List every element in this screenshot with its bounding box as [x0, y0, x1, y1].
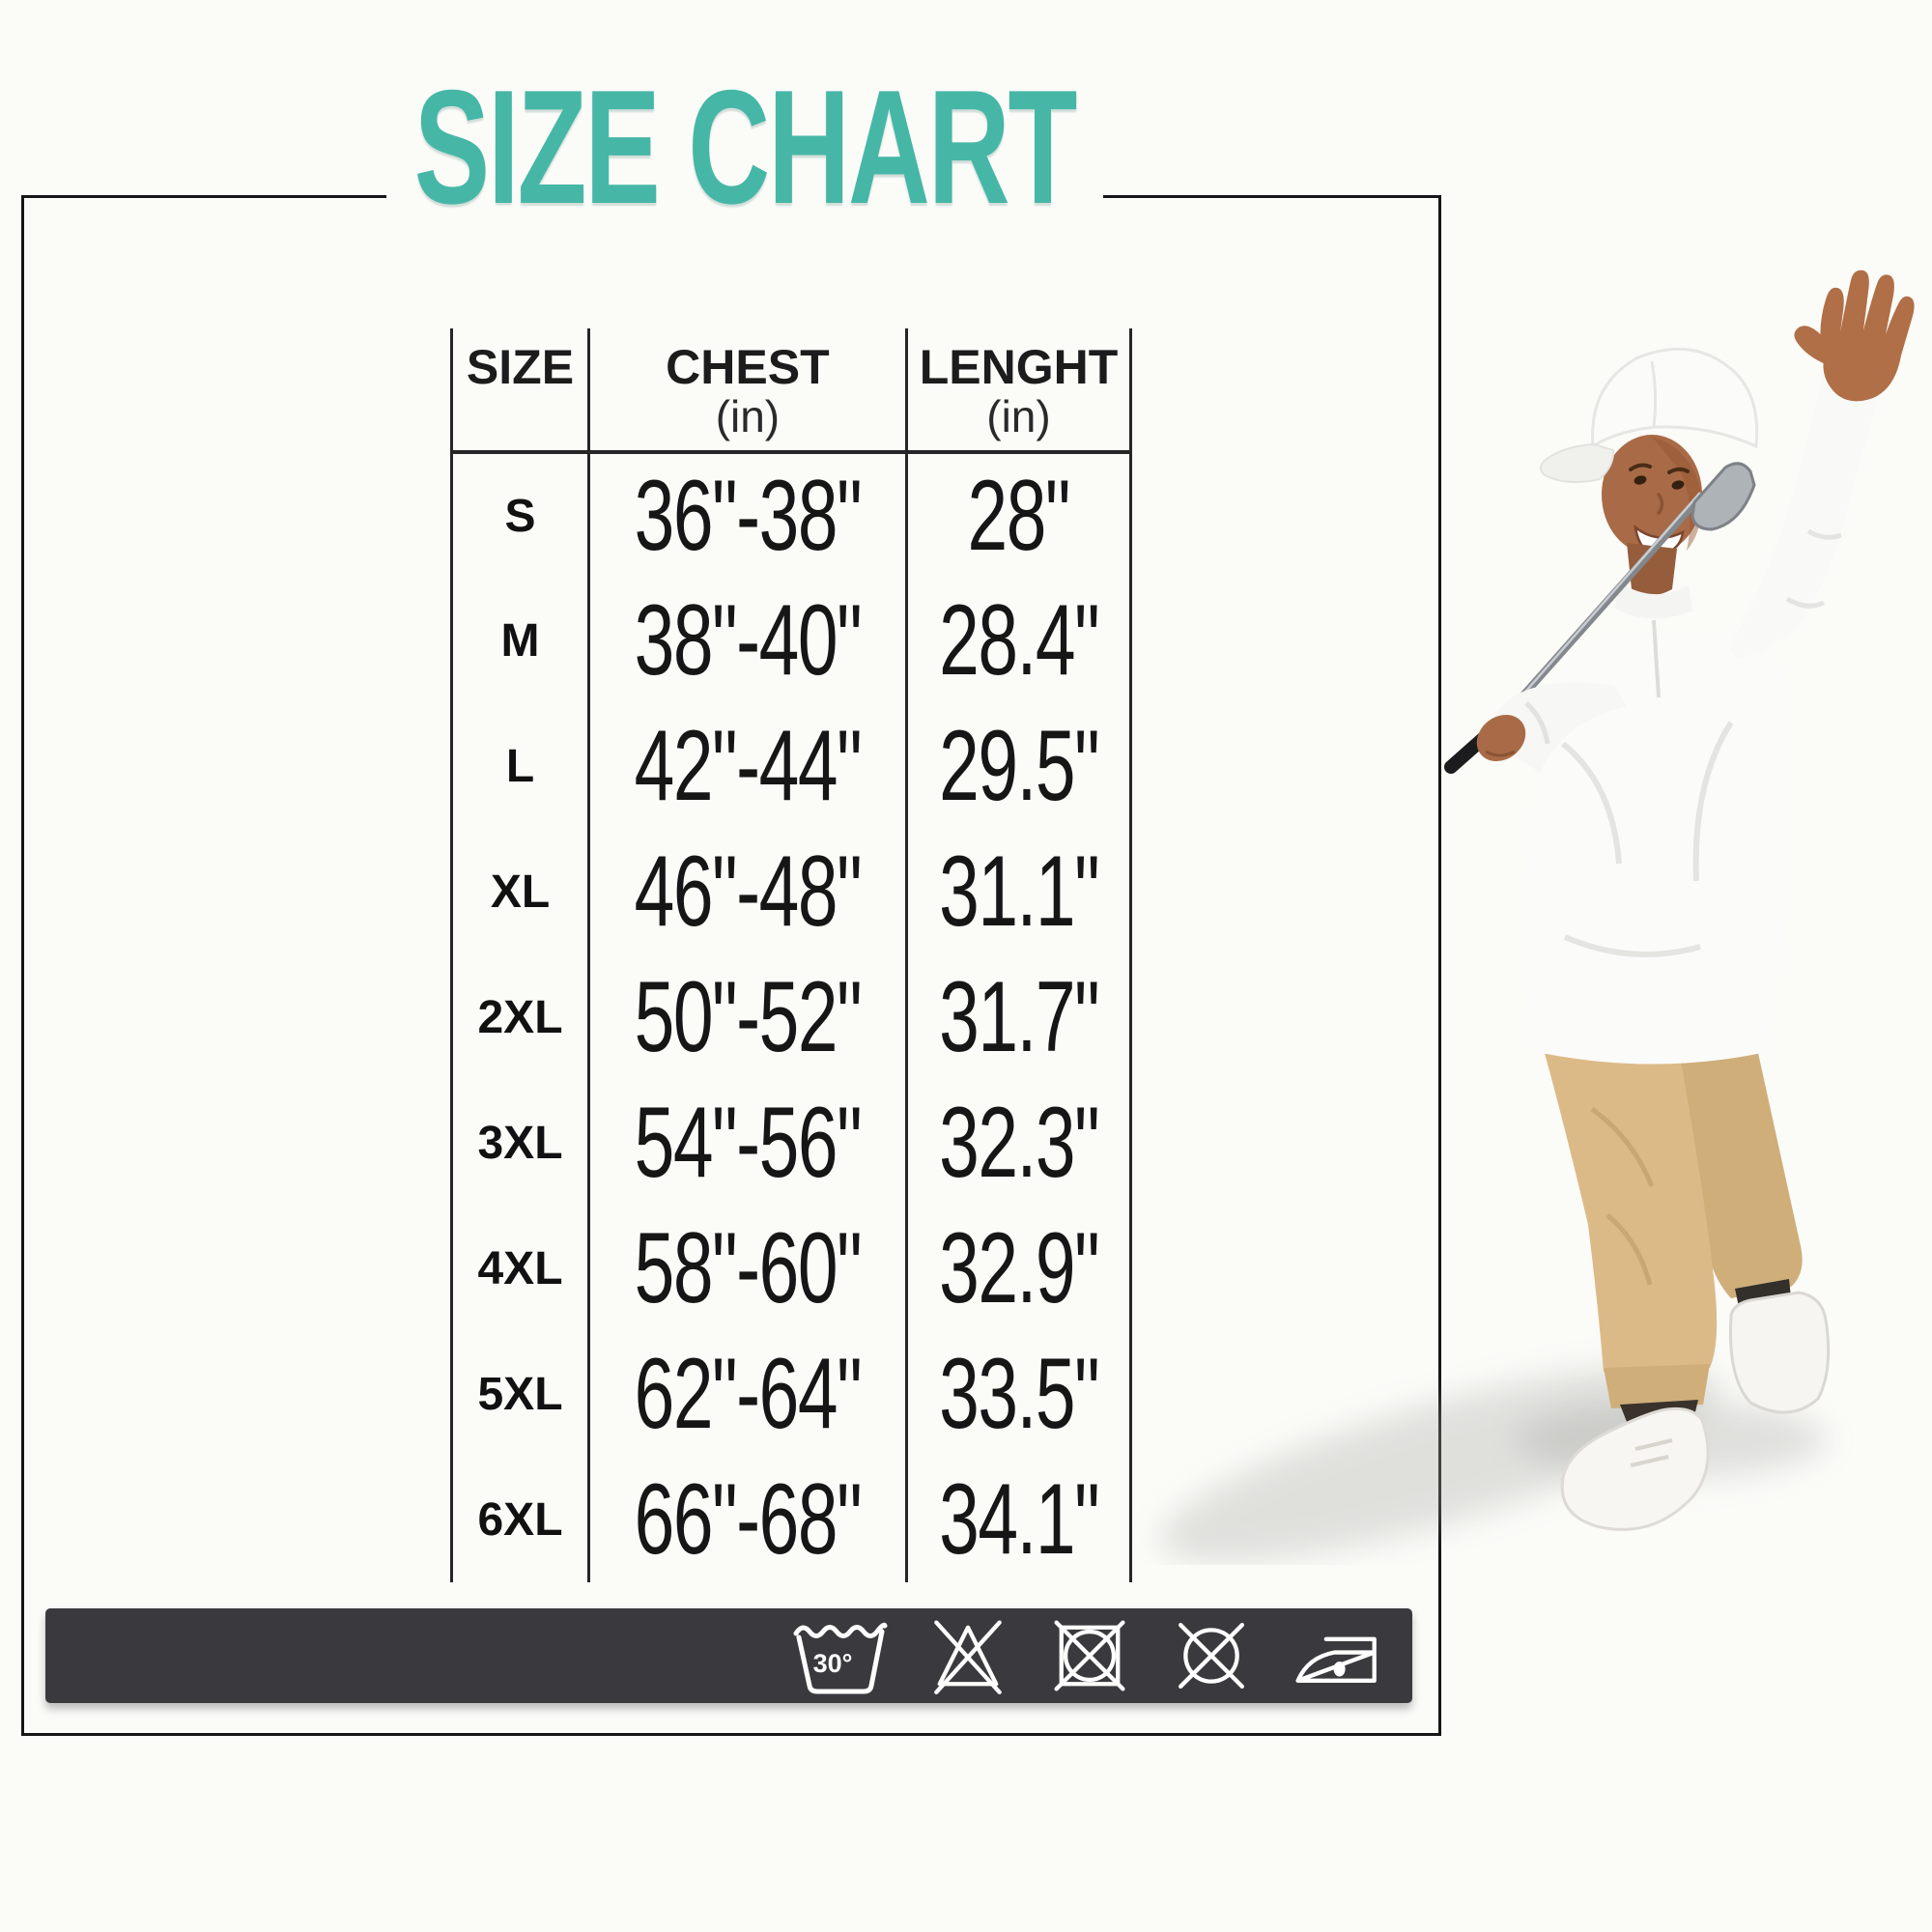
page-title: SIZE CHART [386, 66, 1103, 228]
header-size-label: SIZE [466, 340, 575, 394]
length-cell: 31.7" [904, 954, 1131, 1080]
header-length-label: LENGHT [919, 340, 1119, 394]
table-header: SIZE CHEST (in) LENGHT (in) [451, 328, 1131, 454]
table-row: XL 46"-48" 31.1" [452, 829, 1131, 954]
chest-cell: 58"-60" [587, 1206, 907, 1331]
header-chest-label: CHEST [666, 340, 830, 394]
length-cell: 34.1" [904, 1457, 1131, 1582]
length-cell: 32.9" [904, 1206, 1131, 1331]
size-value: XL [490, 866, 551, 918]
header-size: SIZE [451, 328, 589, 454]
measurement-value: 32.9" [938, 1212, 1100, 1324]
measurement-value: 34.1" [938, 1463, 1100, 1576]
measurement-value: 50"-52" [634, 961, 863, 1073]
header-chest-unit: (in) [715, 391, 781, 441]
size-cell: M [452, 578, 589, 703]
size-cell: S [452, 452, 589, 578]
measurement-value: 31.1" [938, 836, 1100, 948]
do-not-tumble-dry-icon [1054, 1620, 1125, 1691]
measurement-value: 33.5" [938, 1338, 1100, 1450]
do-not-dry-clean-icon [1179, 1623, 1244, 1689]
table-row: 2XL 50"-52" 31.7" [452, 954, 1131, 1080]
size-cell: 2XL [452, 954, 589, 1080]
size-value: L [505, 740, 535, 792]
measurement-value: 31.7" [938, 961, 1100, 1073]
table-row: M 38"-40" 28.4" [452, 578, 1131, 703]
chest-cell: 66"-68" [587, 1457, 907, 1582]
length-cell: 28.4" [904, 578, 1131, 703]
size-cell: XL [452, 829, 589, 954]
measurement-value: 32.3" [938, 1087, 1100, 1199]
size-value: M [500, 614, 540, 667]
header-length: LENGHT (in) [904, 328, 1131, 454]
measurement-value: 28" [967, 460, 1071, 572]
do-not-bleach-icon [934, 1620, 1002, 1694]
care-instructions-bar: 30° [45, 1608, 1412, 1703]
chest-cell: 46"-48" [587, 829, 907, 954]
measurement-value: 29.5" [938, 710, 1100, 822]
size-value: 4XL [477, 1242, 563, 1294]
page-title-text: SIZE CHART [413, 56, 1078, 238]
chest-cell: 54"-56" [587, 1080, 907, 1206]
length-cell: 33.5" [904, 1331, 1131, 1457]
size-value: S [504, 490, 536, 542]
chest-cell: 42"-44" [587, 703, 907, 829]
size-cell: 4XL [452, 1206, 589, 1331]
size-value: 5XL [477, 1368, 563, 1420]
chest-cell: 38"-40" [587, 578, 907, 703]
chest-cell: 50"-52" [587, 954, 907, 1080]
iron-icon [1295, 1636, 1377, 1683]
size-cell: 3XL [452, 1080, 589, 1206]
header-chest: CHEST (in) [587, 328, 907, 454]
table-row: 5XL 62"-64" 33.5" [452, 1331, 1131, 1457]
size-value: 3XL [477, 1117, 563, 1169]
size-chart-table: SIZE CHEST (in) LENGHT (in) S 36"-38" 28" M… [450, 328, 1133, 1582]
size-value: 2XL [477, 991, 563, 1043]
chest-cell: 62"-64" [587, 1331, 907, 1457]
measurement-value: 54"-56" [634, 1087, 863, 1199]
measurement-value: 42"-44" [634, 710, 863, 822]
length-cell: 29.5" [904, 703, 1131, 829]
size-cell: 5XL [452, 1331, 589, 1457]
size-table-body: S 36"-38" 28" M 38"-40" 28.4" L 42"-44" 29.5" XL 4… [452, 452, 1131, 1582]
measurement-value: 38"-40" [634, 584, 863, 696]
size-cell: L [452, 703, 589, 829]
size-value: 6XL [477, 1493, 563, 1546]
measurement-value: 66"-68" [634, 1463, 863, 1576]
wash-temp-label: 30° [813, 1649, 853, 1678]
table-row: L 42"-44" 29.5" [452, 703, 1131, 829]
measurement-value: 28.4" [938, 584, 1100, 696]
measurement-value: 46"-48" [634, 836, 863, 948]
length-cell: 31.1" [904, 829, 1131, 954]
header-row: SIZE CHEST (in) LENGHT (in) [451, 328, 1131, 454]
measurement-value: 36"-38" [634, 460, 863, 572]
size-cell: 6XL [452, 1457, 589, 1582]
measurement-value: 58"-60" [634, 1212, 863, 1324]
table-row: 6XL 66"-68" 34.1" [452, 1457, 1131, 1582]
length-cell: 28" [904, 452, 1131, 578]
measurement-value: 62"-64" [634, 1338, 863, 1450]
table-row: S 36"-38" 28" [452, 452, 1131, 578]
header-length-unit: (in) [986, 391, 1051, 441]
chest-cell: 36"-38" [587, 452, 907, 578]
machine-wash-30-icon: 30° [793, 1622, 888, 1694]
table-row: 3XL 54"-56" 32.3" [452, 1080, 1131, 1206]
length-cell: 32.3" [904, 1080, 1131, 1206]
table-row: 4XL 58"-60" 32.9" [452, 1206, 1131, 1331]
